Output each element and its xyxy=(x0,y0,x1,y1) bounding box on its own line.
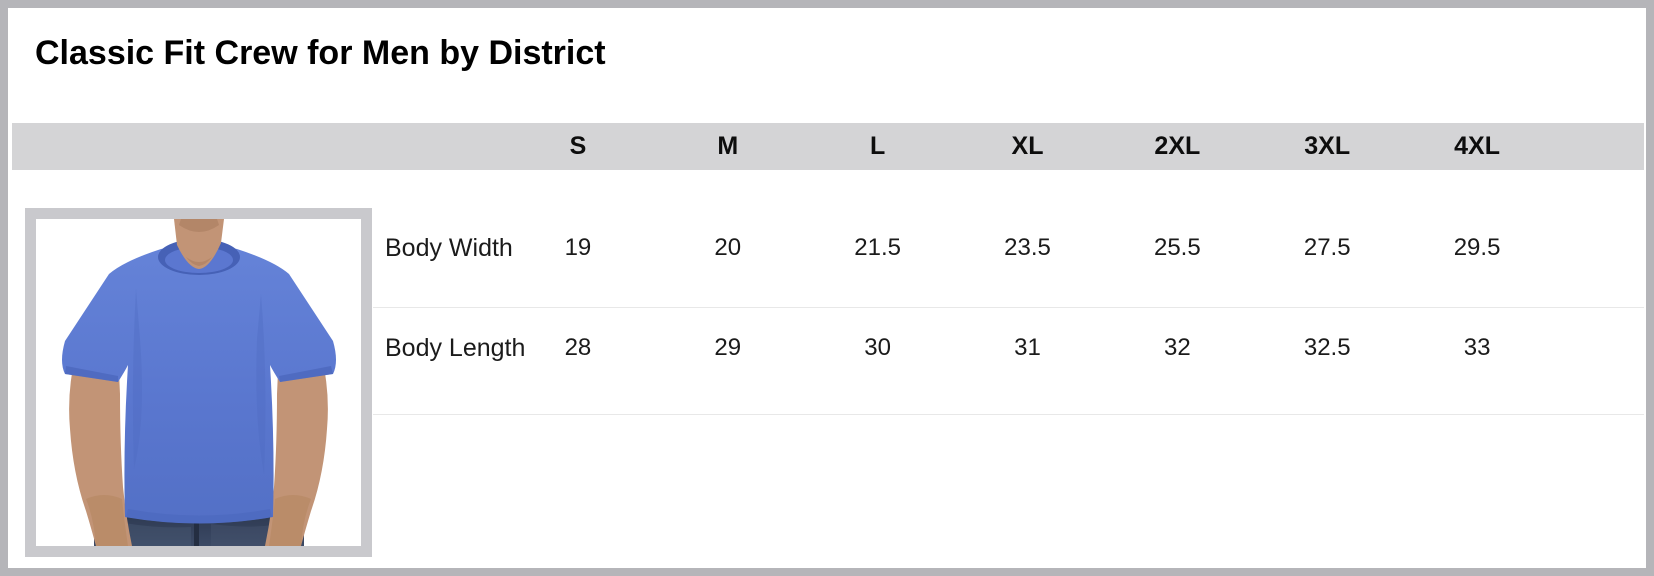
table-row-body-width: Body Width 19 20 21.5 23.5 25.5 27.5 29.… xyxy=(12,220,1552,276)
row-divider xyxy=(373,307,1644,308)
tshirt-model-image xyxy=(36,219,361,546)
size-value: 28 xyxy=(564,334,592,361)
page-title: Classic Fit Crew for Men by District xyxy=(35,34,606,72)
row-divider xyxy=(373,414,1644,415)
size-value: 29.5 xyxy=(1453,234,1501,261)
size-column-header: 3XL xyxy=(1304,132,1351,160)
size-value: 30 xyxy=(864,334,891,361)
size-header-row: S M L XL 2XL 3XL 4XL xyxy=(12,123,1552,170)
size-column-header: L xyxy=(869,132,886,160)
row-label: Body Width xyxy=(385,233,513,262)
size-column-header: 4XL xyxy=(1454,132,1500,160)
size-value: 19 xyxy=(564,234,592,261)
row-label: Body Length xyxy=(385,333,526,362)
size-value: 33 xyxy=(1463,334,1491,361)
table-row-body-length: Body Length 28 29 30 31 32 32.5 33 xyxy=(12,320,1552,376)
size-column-header: S xyxy=(569,132,587,160)
product-photo xyxy=(25,208,372,557)
size-column-header: M xyxy=(717,132,739,160)
size-value: 20 xyxy=(714,234,742,261)
size-column-header: 2XL xyxy=(1154,132,1201,160)
size-value: 27.5 xyxy=(1303,234,1351,261)
size-value: 29 xyxy=(714,334,742,361)
size-value: 25.5 xyxy=(1153,234,1201,261)
size-value: 23.5 xyxy=(1004,234,1051,261)
size-header-bar: S M L XL 2XL 3XL 4XL xyxy=(12,123,1644,170)
size-value: 31 xyxy=(1014,334,1041,361)
size-column-header: XL xyxy=(1011,132,1044,160)
size-value: 32.5 xyxy=(1303,334,1351,361)
size-value: 21.5 xyxy=(854,234,901,261)
size-value: 32 xyxy=(1164,334,1191,361)
